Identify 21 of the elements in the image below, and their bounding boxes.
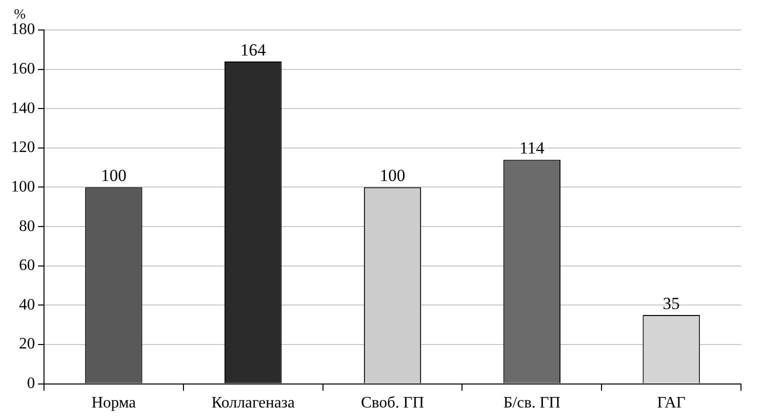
x-tick-label: Норма — [91, 394, 136, 412]
data-label: 164 — [240, 40, 266, 60]
y-tick-label: 120 — [11, 139, 35, 156]
y-tick-label: 140 — [11, 100, 35, 117]
y-tick-label: 100 — [11, 178, 35, 196]
data-label: 100 — [380, 166, 406, 186]
y-tick-label: 40 — [19, 296, 35, 314]
x-tick-label: ГАГ — [657, 394, 686, 412]
y-tick-label: 180 — [11, 21, 35, 38]
data-label: 100 — [100, 166, 126, 186]
y-tick-label: 160 — [11, 60, 35, 78]
y-tick-label: 60 — [19, 257, 35, 274]
data-label: 114 — [519, 138, 545, 158]
y-tick-label: 80 — [19, 218, 35, 235]
y-tick-label: 0 — [27, 375, 35, 392]
x-tick-label: Б/св. ГП — [503, 394, 561, 412]
y-axis-title: % — [14, 8, 26, 23]
x-tick-label: Коллагеназа — [211, 394, 295, 412]
x-tick-label: Своб. ГП — [360, 394, 424, 412]
data-label: 35 — [662, 294, 680, 313]
y-tick-label: 20 — [19, 336, 35, 353]
